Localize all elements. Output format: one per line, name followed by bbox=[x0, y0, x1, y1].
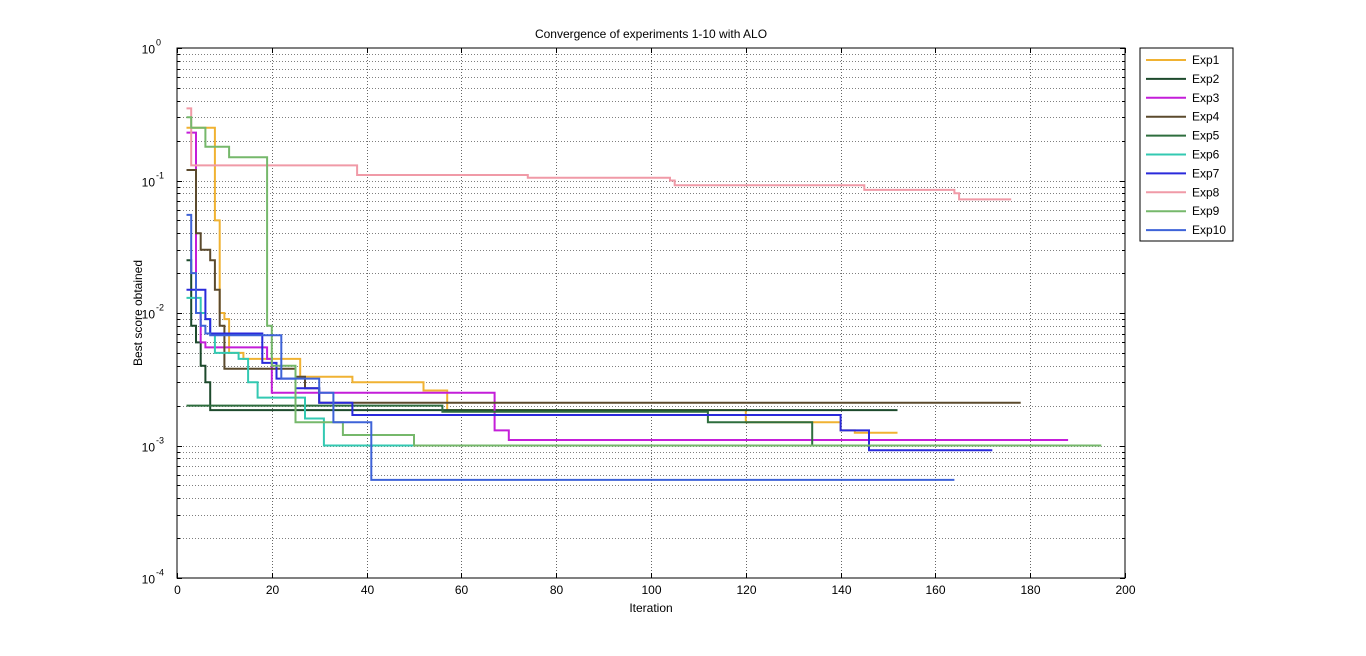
x-tick-label: 200 bbox=[1115, 583, 1135, 597]
y-tick-exponent: -2 bbox=[156, 303, 164, 313]
x-tick-label: 20 bbox=[266, 583, 280, 597]
x-tick-label: 120 bbox=[736, 583, 756, 597]
grid bbox=[177, 48, 1125, 578]
plot-area bbox=[177, 48, 1125, 578]
legend-label-exp1: Exp1 bbox=[1192, 53, 1220, 67]
x-tick-label: 40 bbox=[361, 583, 375, 597]
x-tick-label: 80 bbox=[550, 583, 564, 597]
y-tick-label: 10 bbox=[142, 573, 156, 587]
legend-label-exp4: Exp4 bbox=[1192, 110, 1220, 124]
x-tick-label: 0 bbox=[174, 583, 181, 597]
x-tick-label: 140 bbox=[831, 583, 851, 597]
legend-label-exp9: Exp9 bbox=[1192, 204, 1220, 218]
series-line-exp8 bbox=[186, 107, 1012, 201]
legend-label-exp8: Exp8 bbox=[1192, 185, 1220, 199]
legend-label-exp2: Exp2 bbox=[1192, 72, 1220, 86]
y-tick-exponent: -1 bbox=[156, 171, 164, 181]
series-line-exp2 bbox=[186, 259, 898, 412]
legend: Exp1 Exp2 Exp3 Exp4 Exp5 Exp6 Exp7 Exp8 Exp9 Exp1… bbox=[1139, 47, 1234, 242]
series-line-exp4 bbox=[186, 169, 1021, 404]
legend-label-exp5: Exp5 bbox=[1192, 129, 1220, 143]
x-axis-label: Iteration bbox=[629, 601, 672, 615]
legend-label-exp7: Exp7 bbox=[1192, 166, 1220, 180]
y-tick-label: 10 bbox=[142, 176, 156, 190]
series-layer bbox=[186, 107, 1102, 481]
legend-label-exp3: Exp3 bbox=[1192, 91, 1220, 105]
x-tick-label: 160 bbox=[925, 583, 945, 597]
y-tick-exponent: -4 bbox=[156, 568, 164, 578]
series-line-exp9 bbox=[186, 116, 1102, 447]
series-line-exp5 bbox=[186, 404, 1078, 447]
x-tick-label: 100 bbox=[641, 583, 661, 597]
x-tick-label: 180 bbox=[1020, 583, 1040, 597]
legend-box bbox=[1139, 47, 1234, 242]
y-axis-label: Best score obtained bbox=[131, 260, 145, 366]
legend-label-exp6: Exp6 bbox=[1192, 148, 1220, 162]
y-tick-exponent: 0 bbox=[156, 38, 161, 48]
y-tick-label: 10 bbox=[142, 308, 156, 322]
series-line-exp10 bbox=[186, 213, 955, 481]
y-tick-label: 10 bbox=[142, 441, 156, 455]
chart-title: Convergence of experiments 1-10 with ALO bbox=[535, 27, 767, 41]
y-tick-label: 10 bbox=[142, 43, 156, 57]
y-tick-exponent: -3 bbox=[156, 436, 164, 446]
x-tick-label: 60 bbox=[455, 583, 469, 597]
legend-label-exp10: Exp10 bbox=[1192, 223, 1226, 237]
